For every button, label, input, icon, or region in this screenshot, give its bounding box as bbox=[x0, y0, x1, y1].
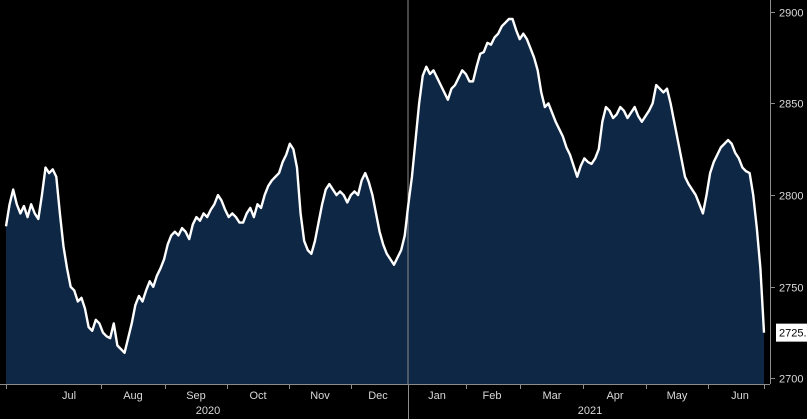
plot-area bbox=[4, 0, 766, 384]
last-value-marker: 2725. bbox=[776, 323, 807, 342]
last-value-box bbox=[776, 323, 807, 342]
year-label: 2020 bbox=[196, 405, 220, 417]
x-tick-label: Dec bbox=[368, 390, 388, 402]
y-tick-label: 2800 bbox=[779, 191, 803, 203]
x-tick-label: Jul bbox=[62, 390, 76, 402]
y-axis-ticks: 2700 2750 2800 2850 2900 bbox=[770, 8, 803, 386]
series-area bbox=[6, 19, 764, 384]
x-tick-label: Apr bbox=[606, 390, 623, 402]
x-tick-label: Feb bbox=[483, 390, 502, 402]
y-tick-label: 2750 bbox=[779, 283, 803, 295]
x-tick-label: Aug bbox=[123, 390, 143, 402]
axes bbox=[0, 0, 771, 385]
series-line bbox=[4, 17, 766, 355]
y-tick-label: 2900 bbox=[779, 8, 803, 20]
year-label: 2021 bbox=[578, 405, 602, 417]
x-tick-label: Oct bbox=[249, 390, 266, 402]
x-tick-label: Jun bbox=[731, 390, 749, 402]
x-axis-ticks: Jul Aug Sep Oct Nov Dec Jan Feb Mar Apr May Jun 2020… bbox=[6, 384, 765, 419]
x-tick-label: Mar bbox=[543, 390, 562, 402]
last-value-label: 2725. bbox=[779, 328, 807, 340]
x-tick-label: Sep bbox=[186, 390, 206, 402]
x-tick-label: Nov bbox=[310, 390, 330, 402]
x-tick-label: May bbox=[667, 390, 688, 402]
x-tick-label: Jan bbox=[428, 390, 446, 402]
y-tick-label: 2700 bbox=[779, 374, 803, 386]
y-tick-label: 2850 bbox=[779, 99, 803, 111]
